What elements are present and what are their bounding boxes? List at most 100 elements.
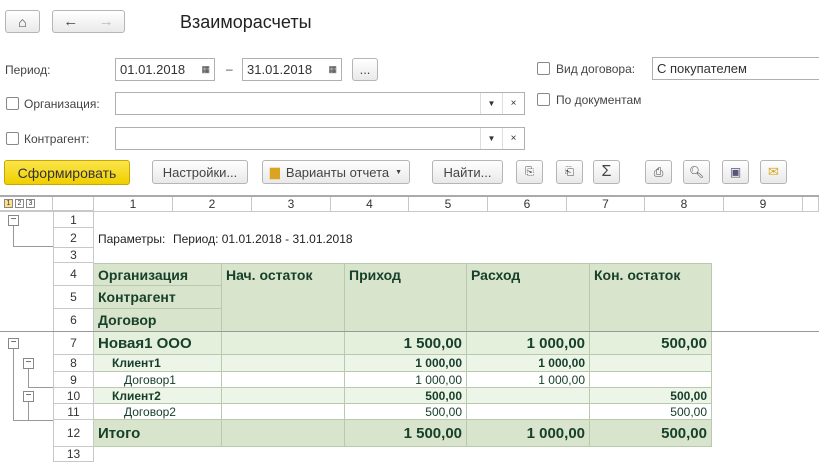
row-header[interactable]: 8 bbox=[53, 355, 94, 372]
dropdown-icon[interactable]: ▼ bbox=[480, 93, 502, 114]
contractor-field[interactable]: ▼ × bbox=[115, 127, 525, 150]
expense-cell: 1 000,00 bbox=[467, 355, 590, 372]
row-header[interactable]: 7 bbox=[53, 332, 94, 355]
header-start: Нач. остаток bbox=[222, 263, 345, 332]
row-header[interactable]: 1 bbox=[53, 212, 94, 228]
contract-type-field[interactable]: С покупателем bbox=[652, 57, 819, 80]
column-header[interactable]: 1 bbox=[94, 197, 173, 211]
settings-button[interactable]: Настройки... bbox=[152, 160, 248, 184]
collapse-group-icon[interactable]: − bbox=[8, 215, 19, 226]
expense-cell bbox=[467, 388, 590, 404]
forward-button[interactable]: → bbox=[98, 13, 114, 30]
date-from-value: 01.01.2018 bbox=[120, 62, 186, 77]
print-icon: ⎙ bbox=[653, 164, 664, 179]
column-header[interactable]: 8 bbox=[645, 197, 724, 211]
preview-button[interactable]: 🔍︎ bbox=[683, 160, 710, 184]
variants-label: Варианты отчета bbox=[285, 164, 390, 180]
start-cell bbox=[222, 420, 345, 447]
org-label: Организация: bbox=[24, 97, 100, 111]
header-income: Приход bbox=[345, 263, 467, 332]
preview-icon: 🔍︎ bbox=[688, 165, 705, 179]
home-button[interactable]: ⌂ bbox=[5, 10, 40, 33]
end-cell: 500,00 bbox=[590, 420, 712, 447]
column-header[interactable] bbox=[803, 197, 819, 211]
start-cell bbox=[222, 404, 345, 420]
column-header[interactable]: 6 bbox=[488, 197, 567, 211]
header-end: Кон. остаток bbox=[590, 263, 712, 332]
grid-top-border bbox=[0, 195, 819, 197]
dropdown-icon[interactable]: ▼ bbox=[480, 128, 502, 149]
params-label: Параметры: bbox=[98, 232, 166, 246]
sum-button[interactable]: Σ bbox=[593, 160, 620, 184]
end-cell bbox=[590, 372, 712, 388]
back-button[interactable]: ← bbox=[63, 13, 79, 30]
row-header[interactable]: 6 bbox=[53, 309, 94, 332]
level-1-button[interactable]: 1 bbox=[4, 199, 13, 208]
save-icon: ▣ bbox=[729, 165, 742, 179]
name-cell: Новая1 ООО bbox=[94, 332, 222, 355]
contractor-label: Контрагент: bbox=[24, 132, 90, 146]
header-expense: Расход bbox=[467, 263, 590, 332]
income-cell: 500,00 bbox=[345, 388, 467, 404]
end-cell: 500,00 bbox=[590, 388, 712, 404]
collapse-group-icon[interactable]: − bbox=[23, 358, 34, 369]
row-header[interactable]: 5 bbox=[53, 286, 94, 309]
column-header[interactable]: 2 bbox=[173, 197, 252, 211]
contract-type-checkbox[interactable] bbox=[537, 62, 550, 75]
name-cell: Итого bbox=[94, 420, 222, 447]
col-header-border bbox=[0, 211, 819, 212]
find-button[interactable]: Найти... bbox=[432, 160, 503, 184]
mail-button[interactable]: ✉ bbox=[760, 160, 787, 184]
row-header[interactable]: 3 bbox=[53, 248, 94, 263]
org-field[interactable]: ▼ × bbox=[115, 92, 525, 115]
income-cell: 1 500,00 bbox=[345, 332, 467, 355]
level-2-button[interactable]: 2 bbox=[15, 199, 24, 208]
row-header[interactable]: 4 bbox=[53, 263, 94, 286]
start-cell bbox=[222, 372, 345, 388]
row-header[interactable]: 12 bbox=[53, 420, 94, 447]
column-header[interactable]: 3 bbox=[252, 197, 331, 211]
paste-icon: ⎗ bbox=[565, 165, 574, 178]
corner-cell bbox=[53, 197, 94, 211]
row-header[interactable]: 10 bbox=[53, 388, 94, 404]
paste-button[interactable]: ⎗ bbox=[556, 160, 583, 184]
print-button[interactable]: ⎙ bbox=[645, 160, 672, 184]
level-buttons: 1 2 3 bbox=[0, 197, 53, 211]
date-to-field[interactable]: 31.01.2018 ▦ bbox=[242, 58, 342, 81]
clear-icon[interactable]: × bbox=[502, 93, 524, 114]
clear-icon[interactable]: × bbox=[502, 128, 524, 149]
column-header[interactable]: 5 bbox=[409, 197, 488, 211]
collapse-group-icon[interactable]: − bbox=[23, 391, 34, 402]
row-header[interactable]: 9 bbox=[53, 372, 94, 388]
params-value: Период: 01.01.2018 - 31.01.2018 bbox=[173, 232, 353, 246]
column-header[interactable]: 4 bbox=[331, 197, 409, 211]
calendar-icon[interactable]: ▦ bbox=[328, 64, 337, 74]
copy-button[interactable]: ⎘ bbox=[516, 160, 543, 184]
column-header[interactable]: 9 bbox=[724, 197, 803, 211]
generate-button[interactable]: Сформировать bbox=[4, 160, 130, 185]
collapse-group-icon[interactable]: − bbox=[8, 338, 19, 349]
contractor-checkbox[interactable] bbox=[6, 132, 19, 145]
row-header[interactable]: 11 bbox=[53, 404, 94, 420]
income-cell: 1 000,00 bbox=[345, 355, 467, 372]
calendar-icon[interactable]: ▦ bbox=[201, 64, 210, 74]
select-period-button[interactable]: ... bbox=[352, 58, 378, 81]
org-checkbox[interactable] bbox=[6, 97, 19, 110]
period-label: Период: bbox=[5, 63, 51, 77]
income-cell: 500,00 bbox=[345, 404, 467, 420]
row-header[interactable]: 2 bbox=[53, 228, 94, 248]
start-cell bbox=[222, 332, 345, 355]
date-to-value: 31.01.2018 bbox=[247, 62, 313, 77]
by-documents-checkbox[interactable] bbox=[537, 93, 550, 106]
level-3-button[interactable]: 3 bbox=[26, 199, 35, 208]
expense-cell: 1 000,00 bbox=[467, 372, 590, 388]
home-icon: ⌂ bbox=[18, 13, 27, 30]
start-cell bbox=[222, 388, 345, 404]
column-header[interactable]: 7 bbox=[567, 197, 645, 211]
row-header[interactable]: 13 bbox=[53, 447, 94, 462]
period-dash: – bbox=[226, 62, 233, 76]
variants-button[interactable]: ▆ Варианты отчета ▼ bbox=[262, 160, 410, 184]
date-from-field[interactable]: 01.01.2018 ▦ bbox=[115, 58, 215, 81]
expense-cell bbox=[467, 404, 590, 420]
save-button[interactable]: ▣ bbox=[722, 160, 749, 184]
